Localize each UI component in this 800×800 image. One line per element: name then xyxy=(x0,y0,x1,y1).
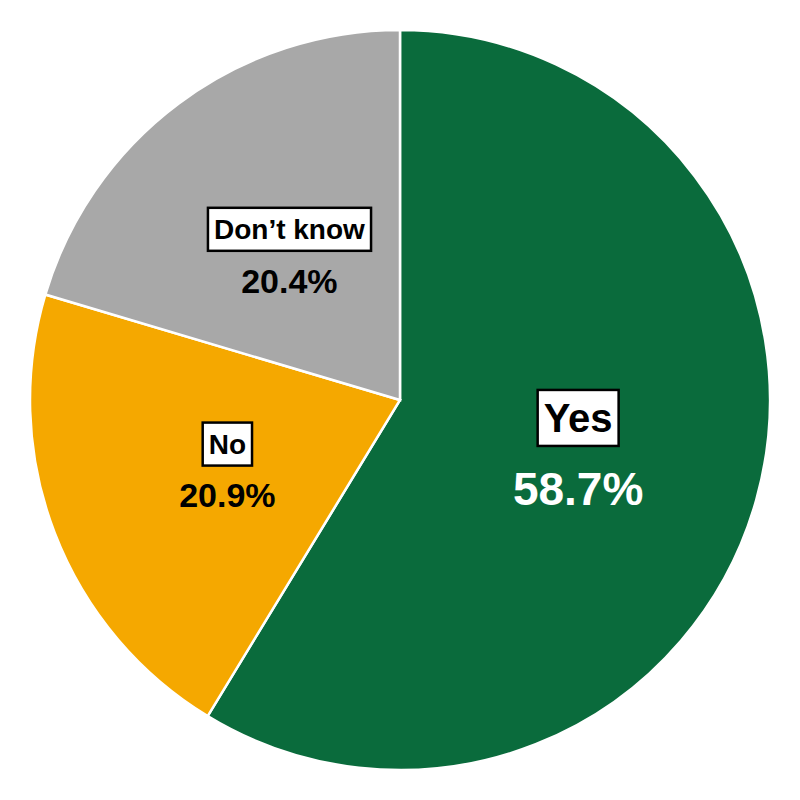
chart: Yes 58.7% No 20.9% Don’t know 20.4% xyxy=(0,0,800,800)
data-label: 58.7% xyxy=(513,463,643,515)
data-label: 20.9% xyxy=(179,476,275,514)
slice-label: Don’t know 20.4% xyxy=(208,208,371,300)
slices xyxy=(30,30,770,770)
category-label: Don’t know xyxy=(214,214,365,245)
slice xyxy=(45,30,400,400)
category-label: Yes xyxy=(544,396,613,440)
data-label: 20.4% xyxy=(241,262,337,300)
category-label: No xyxy=(209,429,246,460)
label-box xyxy=(208,208,371,251)
label-box xyxy=(203,423,252,466)
slice-label: No 20.9% xyxy=(179,423,275,515)
labels: Yes 58.7% No 20.9% Don’t know 20.4% xyxy=(179,208,643,515)
label-box xyxy=(538,390,619,446)
slice-label: Yes 58.7% xyxy=(513,390,643,515)
pie: Yes 58.7% No 20.9% Don’t know 20.4% xyxy=(30,30,770,770)
